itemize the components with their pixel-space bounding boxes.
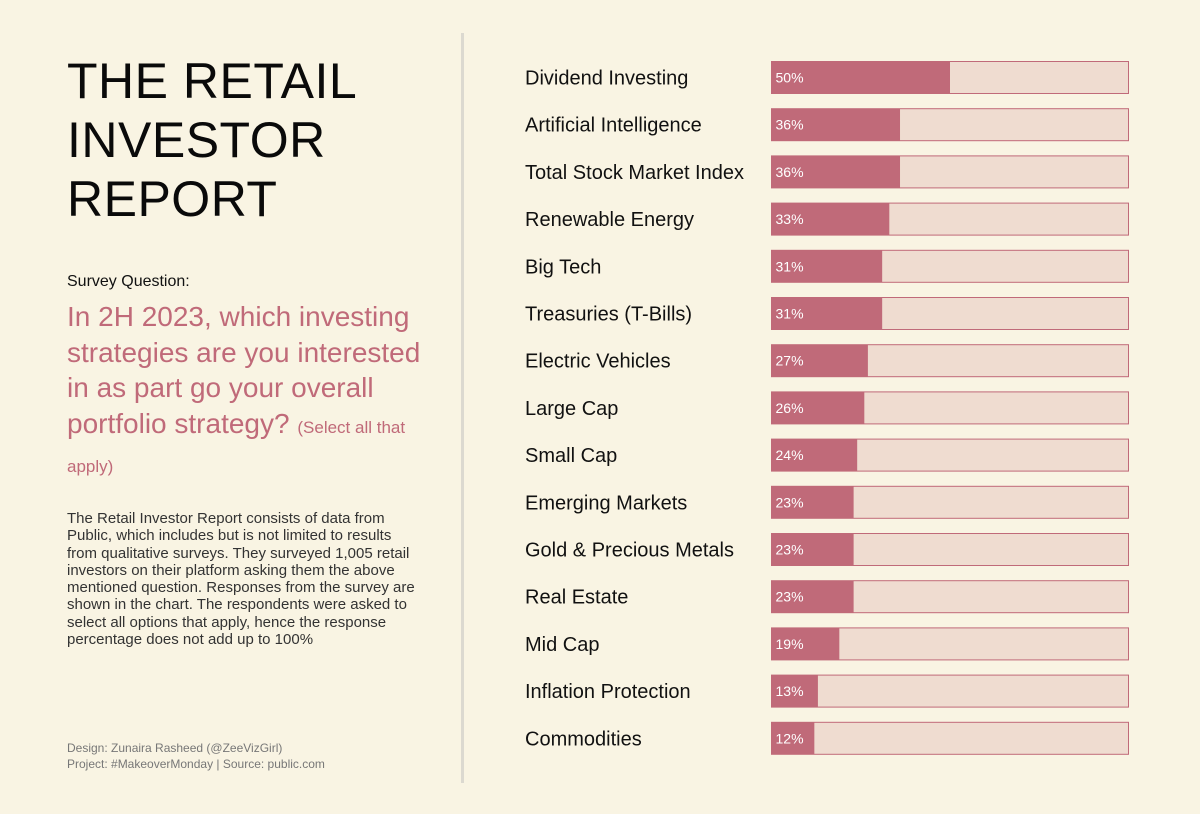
project-credit: Project: #MakeoverMonday | Source: publi… <box>67 756 325 771</box>
bar <box>771 439 858 472</box>
bar-row: Real Estate 23% <box>525 580 1129 614</box>
value-label: 23% <box>776 494 804 510</box>
bar <box>771 61 950 94</box>
bar <box>771 722 815 755</box>
category-label: Large Cap <box>525 398 618 420</box>
bar <box>771 344 868 377</box>
category-label: Dividend Investing <box>525 68 688 90</box>
bar <box>771 297 883 330</box>
bar-row: Electric Vehicles 27% <box>525 344 1129 378</box>
bar-track <box>771 721 1129 755</box>
panel-divider <box>461 33 464 783</box>
bar-row: Commodities 12% <box>525 721 1129 755</box>
bar <box>771 580 854 613</box>
bar-row: Emerging Markets 23% <box>525 485 1129 519</box>
bar <box>771 533 854 566</box>
value-label: 12% <box>776 730 804 746</box>
survey-question-label: Survey Question: <box>67 273 190 290</box>
bar <box>771 155 901 188</box>
page-title: THE RETAIL INVESTOR REPORT <box>67 52 427 229</box>
value-label: 19% <box>776 636 804 652</box>
value-label: 33% <box>776 211 804 227</box>
bar-row: Total Stock Market Index 36% <box>525 155 1129 189</box>
intro-panel: THE RETAIL INVESTOR REPORT Survey Questi… <box>67 52 427 485</box>
value-label: 36% <box>776 164 804 180</box>
bar <box>771 486 854 519</box>
bar <box>771 391 865 424</box>
survey-question-text: In 2H 2023, which investing strategies a… <box>67 301 421 439</box>
bar-row: Renewable Energy 33% <box>525 202 1129 236</box>
category-label: Treasuries (T-Bills) <box>525 304 692 326</box>
value-label: 31% <box>776 258 804 274</box>
category-label: Real Estate <box>525 587 628 609</box>
value-label: 24% <box>776 447 804 463</box>
title-line-1: THE RETAIL <box>67 53 358 109</box>
category-label: Commodities <box>525 728 642 750</box>
category-label: Inflation Protection <box>525 681 691 703</box>
bar <box>771 675 818 708</box>
value-label: 31% <box>776 306 804 322</box>
bar-row: Large Cap 26% <box>525 391 1129 425</box>
bar-row: Artificial Intelligence 36% <box>525 108 1129 142</box>
bar-row: Gold & Precious Metals 23% <box>525 533 1129 566</box>
bar-row: Mid Cap 19% <box>525 627 1129 661</box>
category-label: Emerging Markets <box>525 492 687 514</box>
bar <box>771 627 840 660</box>
design-credit: Design: Zunaira Rasheed (@ZeeVizGirl) <box>67 741 283 755</box>
bar <box>771 250 883 283</box>
category-label: Total Stock Market Index <box>525 162 744 184</box>
category-label: Electric Vehicles <box>525 351 671 373</box>
title-line-3: REPORT <box>67 171 278 227</box>
category-label: Mid Cap <box>525 634 599 656</box>
value-label: 23% <box>776 542 804 558</box>
survey-question: In 2H 2023, which investing strategies a… <box>67 299 427 485</box>
bar-row: Dividend Investing 50% <box>525 61 1129 94</box>
value-label: 23% <box>776 589 804 605</box>
value-label: 50% <box>776 70 804 86</box>
survey-question-note: (Select all that apply) <box>67 417 406 477</box>
bar-row: Big Tech 31% <box>525 249 1129 283</box>
category-label: Renewable Energy <box>525 209 694 231</box>
title-line-2: INVESTOR <box>67 112 326 168</box>
value-label: 26% <box>776 400 804 416</box>
value-label: 36% <box>776 117 804 133</box>
bar-row: Treasuries (T-Bills) 31% <box>525 297 1129 330</box>
category-label: Artificial Intelligence <box>525 115 702 137</box>
bar <box>771 108 901 141</box>
category-label: Big Tech <box>525 256 601 278</box>
bar-row: Small Cap 24% <box>525 438 1129 472</box>
value-label: 27% <box>776 353 804 369</box>
value-label: 13% <box>776 683 804 699</box>
bar-row: Inflation Protection 13% <box>525 674 1129 708</box>
credits: Design: Zunaira Rasheed (@ZeeVizGirl) Pr… <box>67 741 427 772</box>
bar-track <box>771 674 1129 708</box>
category-label: Small Cap <box>525 445 617 467</box>
report-description: The Retail Investor Report consists of d… <box>67 510 415 649</box>
bar <box>771 203 890 236</box>
category-label: Gold & Precious Metals <box>525 540 734 562</box>
